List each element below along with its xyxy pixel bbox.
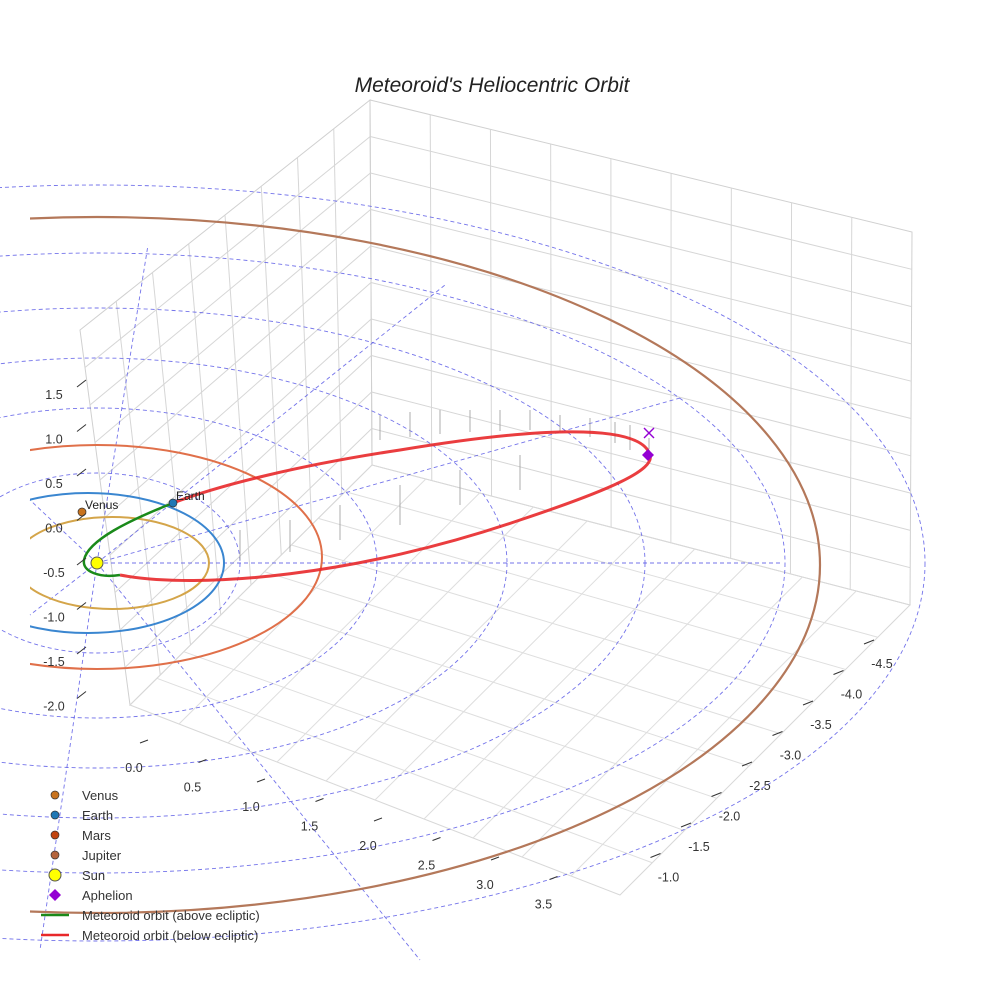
legend-swatch bbox=[38, 865, 72, 885]
z-axis-tick-label: 0.5 bbox=[45, 477, 62, 491]
earth-label: Earth bbox=[176, 489, 205, 503]
floor-gridline bbox=[277, 507, 533, 762]
x-axis-tick bbox=[374, 818, 382, 821]
wall-gridline bbox=[125, 429, 372, 668]
legend-dot bbox=[51, 791, 59, 799]
x-axis-tick-label: 1.5 bbox=[301, 820, 318, 834]
wall-gridline bbox=[120, 392, 372, 630]
sun-marker bbox=[91, 557, 103, 569]
legend-item[interactable]: Mars bbox=[38, 825, 260, 845]
legend-label: Mars bbox=[82, 828, 111, 843]
y-axis-tick-label: -1.5 bbox=[688, 840, 710, 854]
y-axis-tick-label: -1.0 bbox=[658, 871, 680, 885]
legend-sun bbox=[49, 869, 61, 881]
legend-item[interactable]: Sun bbox=[38, 865, 260, 885]
legend-diamond bbox=[49, 889, 61, 901]
legend-item[interactable]: Earth bbox=[38, 805, 260, 825]
z-axis-tick-label: 0.0 bbox=[45, 522, 62, 536]
floor-gridline bbox=[522, 577, 802, 857]
z-axis-tick-label: 1.0 bbox=[45, 433, 62, 447]
x-axis-tick bbox=[140, 740, 148, 743]
axis-walls bbox=[80, 100, 912, 895]
chart-title: Meteoroid's Heliocentric Orbit bbox=[0, 74, 984, 98]
legend-item[interactable]: Jupiter bbox=[38, 845, 260, 865]
floor-gridline bbox=[264, 572, 781, 734]
legend-item[interactable]: Meteoroid orbit (above ecliptic) bbox=[38, 905, 260, 925]
x-axis-tick-label: 0.0 bbox=[125, 761, 142, 775]
legend-item[interactable]: Aphelion bbox=[38, 885, 260, 905]
z-axis-tick bbox=[77, 425, 86, 432]
legend-dot bbox=[51, 851, 59, 859]
legend-swatch bbox=[38, 805, 72, 825]
x-axis-tick bbox=[257, 779, 265, 782]
legend-swatch bbox=[38, 845, 72, 865]
floor-gridline bbox=[473, 563, 749, 838]
x-axis-tick bbox=[316, 799, 324, 802]
wall-gridline bbox=[85, 137, 370, 368]
venus-label: Venus bbox=[85, 498, 118, 512]
floor-gridline bbox=[211, 625, 717, 798]
floor-gridline bbox=[375, 535, 641, 800]
y-axis-tick-label: -4.0 bbox=[841, 688, 863, 702]
legend-dot bbox=[51, 811, 59, 819]
legend-label: Meteoroid orbit (above ecliptic) bbox=[82, 908, 260, 923]
z-axis-tick-label: -1.0 bbox=[43, 611, 65, 625]
legend-dot bbox=[51, 831, 59, 839]
back-wall bbox=[370, 100, 912, 605]
z-axis-tick-label: 1.5 bbox=[45, 388, 62, 402]
legend-swatch bbox=[38, 785, 72, 805]
legend-label: Meteoroid orbit (below ecliptic) bbox=[82, 928, 258, 943]
legend-swatch bbox=[38, 885, 72, 905]
legend-item[interactable]: Meteoroid orbit (below ecliptic) bbox=[38, 925, 260, 945]
x-axis-tick bbox=[433, 838, 441, 841]
x-axis-tick bbox=[550, 877, 558, 880]
z-axis-tick bbox=[77, 469, 86, 476]
y-axis-tick-label: -4.5 bbox=[871, 657, 893, 671]
z-axis-tick-label: -1.5 bbox=[43, 655, 65, 669]
floor-gridline bbox=[424, 549, 695, 819]
left-wall bbox=[80, 100, 372, 705]
legend-swatch bbox=[38, 925, 72, 945]
x-axis-tick-label: 3.0 bbox=[476, 878, 493, 892]
legend-label: Earth bbox=[82, 808, 113, 823]
z-axis-tick-label: -2.0 bbox=[43, 700, 65, 714]
floor-gridline bbox=[238, 598, 749, 766]
wall-gridline bbox=[115, 356, 371, 593]
floor-gridline bbox=[326, 521, 587, 781]
legend-swatch bbox=[38, 905, 72, 925]
y-axis-tick-label: -3.0 bbox=[780, 749, 802, 763]
y-axis-tick-label: -3.5 bbox=[810, 718, 832, 732]
floor-gridline bbox=[228, 493, 480, 743]
legend-label: Venus bbox=[82, 788, 118, 803]
legend-label: Aphelion bbox=[82, 888, 133, 903]
x-axis-tick-label: 2.5 bbox=[418, 859, 435, 873]
x-axis-tick-label: 2.0 bbox=[359, 839, 376, 853]
z-axis-tick bbox=[77, 692, 86, 699]
y-axis-tick-label: -2.0 bbox=[719, 810, 741, 824]
floor-gridline bbox=[571, 591, 856, 876]
legend-label: Sun bbox=[82, 868, 105, 883]
x-axis-tick-label: 3.5 bbox=[535, 898, 552, 912]
floor-gridline bbox=[291, 545, 813, 702]
legend-label: Jupiter bbox=[82, 848, 121, 863]
legend-item[interactable]: Venus bbox=[38, 785, 260, 805]
z-axis-tick bbox=[77, 380, 86, 387]
z-axis-tick-label: -0.5 bbox=[43, 566, 65, 580]
y-axis-tick-label: -2.5 bbox=[749, 779, 771, 793]
legend-swatch bbox=[38, 825, 72, 845]
legend: Venus Earth Mars Jupiter Sun Aphelion Meteoroi… bbox=[38, 785, 260, 945]
